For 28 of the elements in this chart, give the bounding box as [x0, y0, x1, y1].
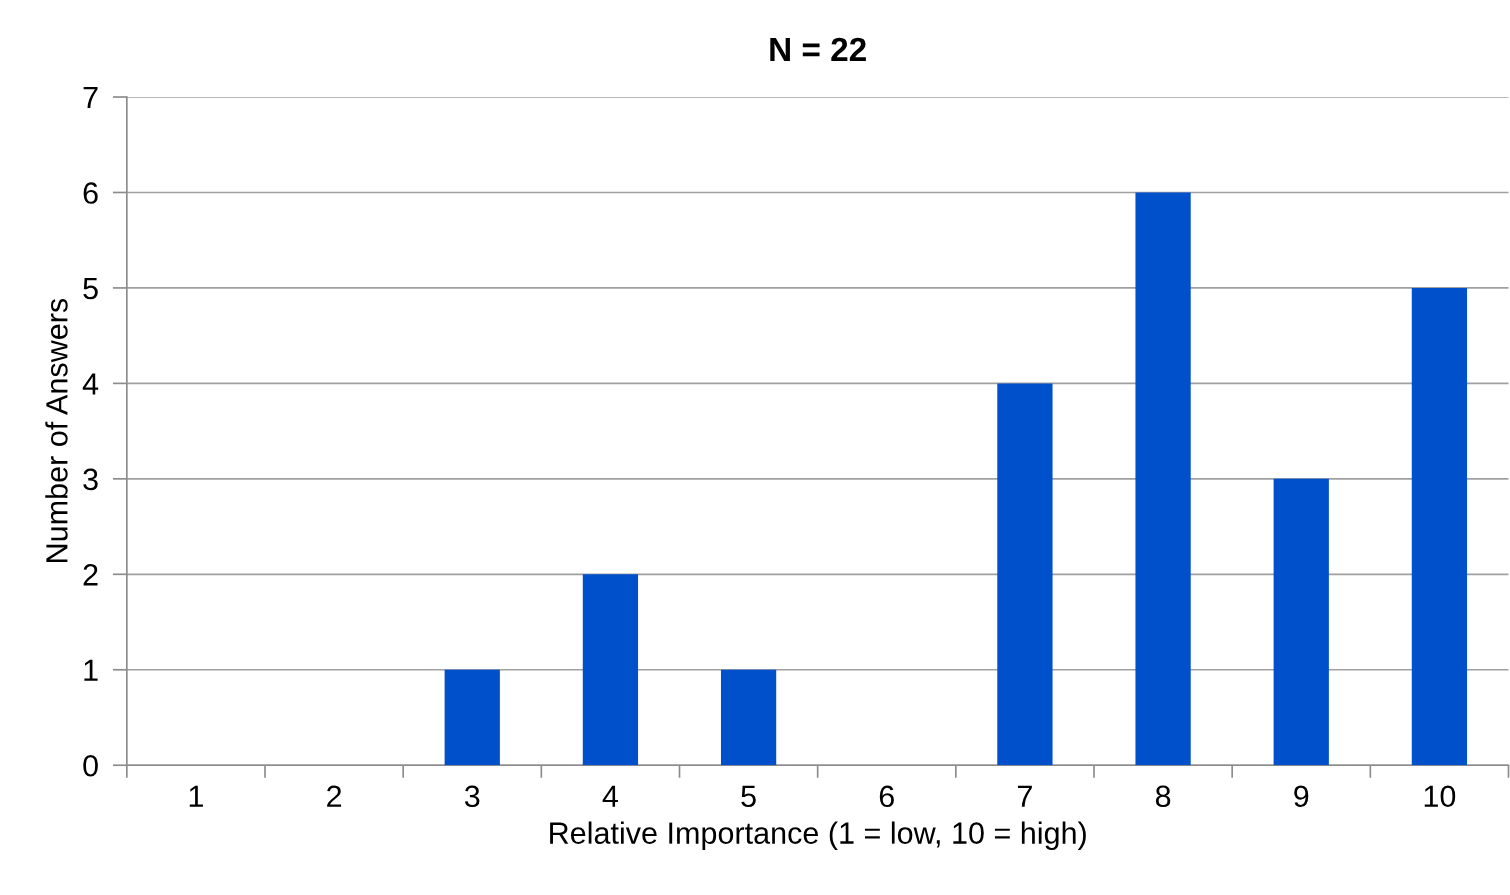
bar [720, 669, 777, 766]
y-tick-label: 1 [84, 659, 98, 681]
bar [444, 669, 500, 766]
x-tick-label: 3 [464, 785, 480, 808]
y-axis-title: Number of Answers [45, 298, 68, 562]
x-tick-label: 6 [879, 785, 894, 808]
y-tick-label: 2 [83, 564, 98, 586]
y-tick-label: 5 [83, 277, 98, 300]
y-tick-label: 4 [82, 373, 99, 395]
y-tick-label: 6 [83, 182, 98, 204]
bar [582, 574, 639, 766]
y-tick-label: 7 [83, 87, 98, 109]
x-tick-label: 2 [327, 785, 342, 807]
bar [1411, 287, 1468, 766]
x-tick-label: 10 [1424, 785, 1456, 808]
x-tick-label: 7 [1017, 785, 1032, 807]
bar [1135, 192, 1191, 766]
bar [1273, 478, 1329, 766]
bar [997, 383, 1053, 766]
x-tick-label: 5 [741, 785, 756, 808]
y-tick-label: 0 [83, 754, 98, 777]
x-tick-label: 4 [602, 785, 619, 807]
x-tick-label: 1 [189, 785, 203, 807]
y-tick-label: 3 [83, 468, 98, 491]
x-tick-label: 9 [1294, 785, 1309, 808]
x-tick-label: 8 [1155, 785, 1171, 808]
chart-title: N = 22 [770, 37, 866, 61]
x-axis-title: Relative Importance (1 = low, 10 = high) [550, 821, 1086, 850]
